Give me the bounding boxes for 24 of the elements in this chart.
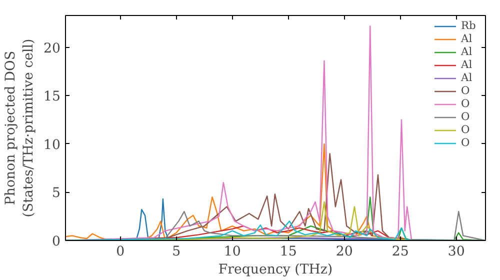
x-tick-label: 25 <box>392 244 409 260</box>
legend-label: O <box>461 123 471 136</box>
x-tick-label: 20 <box>336 244 353 260</box>
legend-label: O <box>461 136 471 149</box>
legend-label: O <box>461 110 471 123</box>
x-axis-title: Frequency (THz) <box>218 262 333 278</box>
y-tick-label: 10 <box>44 138 61 153</box>
y-tick-label: 20 <box>44 41 61 56</box>
y-tick-label: 15 <box>44 90 61 105</box>
x-tick-label: 5 <box>172 244 181 260</box>
legend-label: O <box>461 97 471 110</box>
legend-label: Rb <box>461 19 477 32</box>
y-axis-title: Phonon projected DOS (States/THz·primitive cell) <box>4 38 37 218</box>
legend-label: Al <box>461 58 474 71</box>
x-tick-label: 30 <box>448 244 465 260</box>
legend-label: Al <box>461 71 474 84</box>
legend-label: O <box>461 84 471 97</box>
y-tick-label: 5 <box>52 186 61 202</box>
legend-label: Al <box>461 45 474 58</box>
x-tick-label: 10 <box>224 244 241 260</box>
y-tick-label: 0 <box>52 234 61 250</box>
x-tick-label: 15 <box>280 244 297 260</box>
legend-label: Al <box>461 32 474 45</box>
x-tick-label: 0 <box>116 244 125 260</box>
